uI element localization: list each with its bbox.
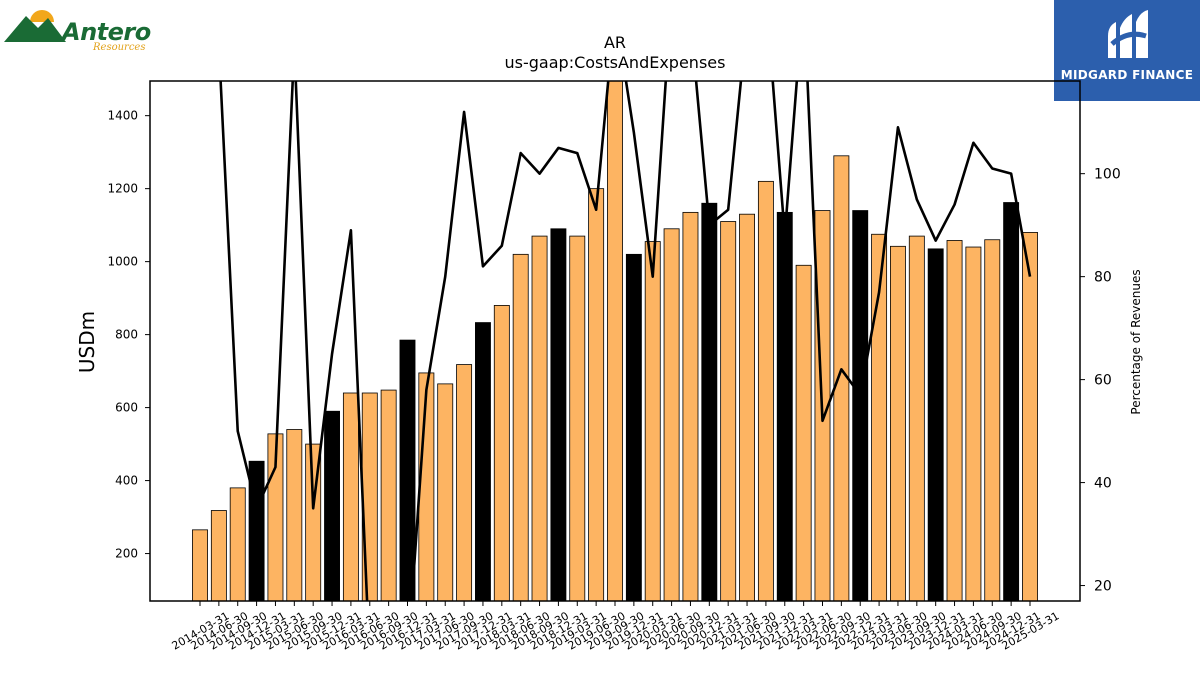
bar-group	[192, 81, 1038, 601]
bar	[286, 429, 303, 601]
chart-title: AR	[604, 33, 626, 52]
bar	[399, 339, 416, 601]
bar	[965, 246, 982, 601]
bar	[625, 253, 642, 601]
bar	[607, 81, 623, 601]
bar	[852, 210, 869, 601]
bar	[456, 364, 473, 601]
bar	[475, 322, 491, 601]
bar	[984, 239, 1001, 601]
bar	[192, 529, 208, 601]
y-tick-label: 600	[115, 401, 138, 415]
bar	[342, 392, 359, 601]
y-tick-label: 800	[115, 328, 138, 342]
y2-tick-label: 80	[1094, 270, 1112, 286]
bar	[776, 211, 793, 601]
bar	[1022, 232, 1038, 601]
y-tick-label: 1200	[107, 182, 138, 196]
bar	[569, 235, 586, 601]
y-tick-label: 1400	[107, 109, 138, 123]
bar	[890, 245, 906, 601]
bar	[550, 228, 567, 601]
bar	[644, 241, 661, 601]
midgard-finance-logo: MIDGARD FINANCE	[1054, 0, 1200, 101]
y-tick-label: 1000	[107, 255, 138, 269]
bar	[757, 180, 774, 601]
y-tick-label: 400	[115, 474, 138, 488]
bar	[908, 235, 925, 601]
bar	[588, 188, 605, 601]
y2-tick-label: 40	[1094, 476, 1112, 492]
bar	[493, 305, 510, 601]
bar	[720, 221, 737, 601]
antero-logo-sub: Resources	[93, 42, 146, 53]
antero-logo: Antero Resources	[4, 4, 151, 56]
bar	[324, 410, 340, 601]
y2-axis-label: Percentage of Revenues	[1129, 269, 1143, 414]
y-tick-label: 200	[115, 547, 138, 561]
y2-tick-label: 100	[1094, 167, 1121, 183]
y-axis-label: USDm	[75, 311, 99, 373]
bar	[795, 264, 812, 601]
plot-area: 200400600800100012001400204060801002014-…	[107, 80, 1121, 653]
midgard-logo-name: MIDGARD FINANCE	[1060, 68, 1194, 82]
midgard-mark-icon	[1108, 10, 1148, 58]
bar	[701, 202, 718, 601]
bar	[531, 235, 548, 601]
mountain-logo-icon	[4, 10, 66, 42]
bar	[210, 510, 227, 601]
percentage-line	[219, 81, 1032, 601]
bar	[380, 389, 397, 601]
bar	[682, 211, 699, 601]
bar	[229, 487, 246, 601]
bar	[1003, 202, 1020, 601]
bar	[927, 248, 944, 601]
chart-subtitle: us-gaap:CostsAndExpenses	[505, 53, 726, 72]
bar	[663, 228, 680, 601]
bar	[739, 213, 755, 601]
bar	[512, 253, 529, 601]
y2-tick-label: 20	[1094, 579, 1112, 595]
bar	[437, 383, 454, 601]
antero-logo-name: Antero	[62, 18, 151, 46]
bar	[946, 240, 963, 601]
y2-tick-label: 60	[1094, 373, 1112, 389]
